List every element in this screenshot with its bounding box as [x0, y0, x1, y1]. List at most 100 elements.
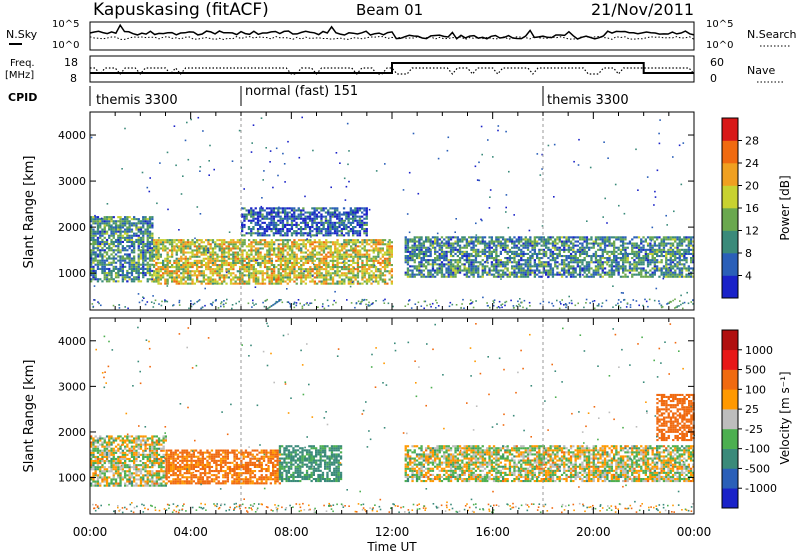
power-cell-1679 — [295, 278, 298, 281]
power-cell-1028 — [205, 282, 208, 285]
power-cell-4144 — [603, 250, 607, 253]
power-cell-4131 — [601, 255, 604, 258]
power-cell-1936 — [331, 251, 335, 254]
power-cell-1980 — [338, 255, 341, 258]
power-cell-2692 — [322, 207, 325, 210]
power-cell-4504 — [665, 269, 668, 272]
power-cell-188 — [105, 224, 109, 227]
power-cell-2171 — [365, 253, 369, 256]
power-cell-4661 — [687, 246, 690, 249]
power-cell-2142 — [361, 243, 364, 246]
power-cell-2217 — [372, 247, 375, 250]
nsky-label: N.Sky — [6, 28, 38, 41]
power-cell-2592 — [299, 221, 303, 224]
power-cell-49 — [92, 228, 95, 231]
power-cell-2838 — [356, 223, 359, 226]
power-cell-2160 — [365, 282, 369, 285]
power-cell-4386 — [644, 255, 647, 258]
power-cell-2449 — [268, 223, 271, 226]
power-cell-3305 — [468, 240, 471, 243]
power-cell-3713 — [533, 261, 536, 264]
power-cell-2206 — [372, 276, 375, 279]
power-cell-1481 — [268, 261, 271, 264]
power-cell-3820 — [551, 273, 555, 276]
power-cell-1103 — [214, 259, 217, 262]
power-cell-3734 — [536, 240, 539, 243]
power-cell-540 — [142, 259, 145, 262]
power-cell-4652 — [685, 236, 688, 239]
power-cell-3274 — [463, 238, 466, 241]
power-cell-2636 — [311, 226, 314, 229]
power-cell-1086 — [211, 259, 215, 262]
power-cell-3317 — [470, 248, 473, 251]
power-cell-3780 — [545, 265, 548, 268]
power-cell-4080 — [594, 271, 598, 274]
power-cell-4440 — [653, 261, 656, 264]
power-cell-3730 — [536, 255, 539, 258]
power-cell-812 — [173, 245, 176, 248]
power-cell-350 — [121, 224, 124, 227]
power-cell-2349 — [243, 234, 246, 237]
power-cell-3822 — [551, 269, 555, 272]
power-cell-63 — [94, 253, 97, 256]
power-cell-1568 — [279, 255, 283, 258]
power-cell-435 — [130, 243, 134, 246]
power-cell-3968 — [574, 257, 577, 260]
power-cell-2822 — [352, 213, 355, 216]
power-cell-4423 — [651, 261, 654, 264]
power-cell-2122 — [359, 255, 362, 258]
power-cell-1953 — [336, 282, 339, 285]
power-cell-1911 — [329, 274, 332, 277]
power-cell-1170 — [223, 255, 226, 258]
power-cell-4379 — [642, 236, 645, 239]
power-cell-3071 — [431, 242, 435, 245]
power-cell-1271 — [239, 278, 242, 281]
power-cell-1790 — [311, 253, 314, 256]
power-cell-3161 — [447, 275, 450, 278]
power-echoes — [90, 116, 695, 310]
power-cell-3153 — [445, 255, 448, 258]
power-cell-1417 — [259, 282, 262, 285]
power-cell-4473 — [660, 273, 663, 276]
power-cell-1718 — [300, 251, 303, 254]
power-cell-2740 — [333, 223, 337, 226]
power-cell-2777 — [342, 234, 346, 237]
power-cell-1169 — [223, 257, 226, 260]
power-cell-751 — [164, 247, 167, 250]
power-cell-1894 — [325, 239, 328, 242]
power-cell-212 — [108, 222, 111, 225]
power-cell-1282 — [239, 249, 242, 252]
power-cell-273 — [114, 240, 118, 243]
power-cell-730 — [162, 266, 165, 269]
power-cell-2653 — [313, 207, 316, 210]
power-cell-2821 — [352, 215, 355, 218]
power-cell-3900 — [565, 275, 568, 278]
power-cell-3658 — [524, 244, 527, 247]
power-cell-2622 — [306, 215, 309, 218]
power-cell-3160 — [445, 236, 448, 239]
power-cell-877 — [182, 261, 185, 264]
power-cell-818 — [175, 276, 178, 279]
power-cell-4513 — [665, 250, 668, 253]
power-cell-2168 — [365, 259, 369, 262]
power-cell-101 — [99, 278, 102, 281]
power-cell-2509 — [281, 230, 285, 233]
power-cell-3826 — [551, 255, 555, 258]
cpid-segment-1: normal (fast) 151 — [245, 84, 358, 99]
power-cell-137 — [101, 238, 104, 241]
power-cell-742 — [164, 278, 167, 281]
power-cell-527 — [139, 230, 143, 233]
power-cell-2877 — [365, 223, 368, 226]
power-cell-2910 — [406, 248, 410, 251]
power-cell-2247 — [377, 251, 380, 254]
power-cell-4152 — [606, 273, 609, 276]
power-cell-4197 — [613, 259, 616, 262]
power-cell-3473 — [495, 244, 498, 247]
power-cell-282 — [117, 280, 120, 283]
power-cell-2364 — [247, 226, 251, 229]
power-cell-1618 — [286, 259, 289, 262]
power-cell-1731 — [302, 255, 305, 258]
power-cell-126 — [101, 265, 104, 268]
power-cell-4525 — [667, 252, 670, 255]
power-cell-2306 — [386, 249, 389, 252]
